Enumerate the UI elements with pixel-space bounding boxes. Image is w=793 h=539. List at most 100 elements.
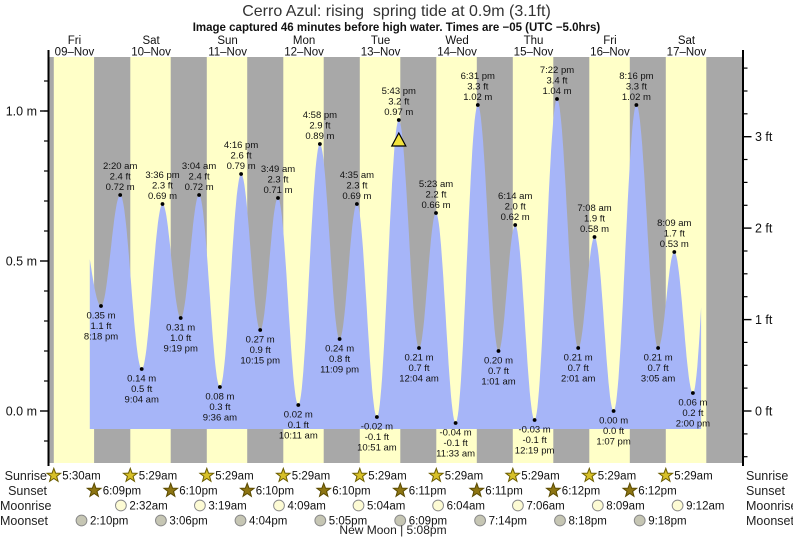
high-tide-label: 1.04 m bbox=[542, 86, 571, 97]
date-label-date: 09–Nov bbox=[55, 47, 95, 59]
low-tide-label: -0.1 ft bbox=[365, 432, 390, 443]
sunrise-time-label: 5:29am bbox=[521, 471, 559, 483]
high-tide-label: 3.4 ft bbox=[546, 76, 567, 87]
high-tide-label: 3:36 pm bbox=[145, 170, 179, 181]
sunset-time-label: 6:11pm bbox=[409, 486, 447, 498]
low-tide-label: 0.0 ft bbox=[603, 426, 624, 437]
low-tide-label: 8:18 pm bbox=[84, 332, 118, 343]
low-tide-label: 0.7 ft bbox=[408, 363, 429, 374]
low-tide-dot bbox=[576, 346, 581, 350]
high-tide-label: 2.4 ft bbox=[110, 172, 131, 183]
high-tide-label: 2.6 ft bbox=[231, 151, 252, 162]
sunset-time-label: 6:10pm bbox=[179, 486, 217, 498]
high-tide-label: 2.2 ft bbox=[425, 190, 446, 201]
high-tide-label: 7:08 am bbox=[577, 203, 611, 214]
high-tide-label: 0.79 m bbox=[227, 161, 256, 172]
low-tide-label: 0.21 m bbox=[564, 353, 593, 364]
sunset-time-label: 6:12pm bbox=[638, 486, 676, 498]
left-axis-tick-label: 0.0 m bbox=[6, 405, 37, 419]
moonrise-row-label-left: Moonrise bbox=[0, 499, 52, 513]
high-tide-label: 3:49 am bbox=[261, 164, 295, 175]
low-tide-label: 1.0 ft bbox=[170, 333, 191, 344]
moonset-icon bbox=[474, 514, 487, 527]
high-tide-label: 0.58 m bbox=[580, 224, 609, 235]
moonset-icon bbox=[554, 514, 566, 527]
date-label-date: 15–Nov bbox=[514, 47, 554, 59]
date-label-date: 17–Nov bbox=[667, 47, 707, 59]
right-axis-tick-label: 1 ft bbox=[755, 313, 773, 327]
sunrise-icon bbox=[45, 466, 63, 483]
high-tide-label: 0.97 m bbox=[384, 107, 413, 118]
date-label-weekday: Sat bbox=[678, 35, 696, 47]
moonrise-row-label-right: Moonrise bbox=[746, 499, 793, 513]
high-tide-dot bbox=[634, 103, 639, 107]
low-tide-dot bbox=[611, 409, 616, 413]
sunset-icon bbox=[468, 481, 485, 498]
low-tide-dot bbox=[99, 304, 103, 308]
sunset-row-label-right: Sunset bbox=[746, 484, 785, 498]
high-tide-label: 6:14 am bbox=[498, 191, 532, 202]
sunrise-time-label: 5:29am bbox=[215, 471, 253, 483]
high-tide-label: 1.7 ft bbox=[664, 229, 685, 240]
high-tide-label: 0.62 m bbox=[501, 212, 530, 223]
sunset-time-label: 6:10pm bbox=[256, 486, 294, 498]
high-tide-label: 2.3 ft bbox=[152, 181, 173, 192]
high-tide-label: 0.69 m bbox=[342, 191, 371, 202]
low-tide-dot bbox=[139, 367, 144, 371]
low-tide-label: 0.06 m bbox=[678, 398, 707, 409]
high-tide-label: 0.89 m bbox=[305, 131, 334, 142]
high-tide-label: 6:31 pm bbox=[461, 71, 495, 82]
low-tide-label: 0.7 ft bbox=[648, 363, 669, 374]
high-tide-label: 2.0 ft bbox=[505, 202, 526, 213]
moonrise-icon bbox=[671, 499, 684, 512]
sunrise-time-label: 5:29am bbox=[445, 471, 483, 483]
moonrise-icon bbox=[352, 499, 365, 512]
sunrise-time-label: 5:29am bbox=[598, 471, 636, 483]
sunset-time-label: 6:11pm bbox=[485, 486, 523, 498]
high-tide-dot bbox=[197, 193, 202, 197]
low-tide-dot bbox=[258, 328, 263, 332]
chart-subtitle: Image captured 46 minutes before high wa… bbox=[192, 22, 601, 34]
moonset-time-label: 5:05pm bbox=[329, 516, 367, 528]
high-tide-label: 1.02 m bbox=[622, 92, 651, 103]
tide-area bbox=[89, 99, 702, 429]
sunrise-icon bbox=[275, 466, 292, 483]
moonrise-icon bbox=[512, 499, 524, 512]
moonset-icon bbox=[234, 514, 247, 527]
high-tide-dot bbox=[318, 142, 322, 146]
low-tide-label: 1.1 ft bbox=[90, 321, 111, 332]
high-tide-label: 0.69 m bbox=[148, 191, 177, 202]
moonrise-time-label: 3:19am bbox=[208, 501, 246, 513]
sunrise-row-label-left: Sunrise bbox=[4, 469, 47, 483]
moonset-icon bbox=[75, 514, 88, 527]
sunrise-icon bbox=[504, 466, 521, 483]
low-tide-dot bbox=[375, 415, 379, 419]
moonrise-time-label: 5:04am bbox=[367, 501, 405, 513]
high-tide-label: 3.3 ft bbox=[467, 82, 488, 93]
high-tide-label: 4:58 pm bbox=[303, 110, 337, 121]
low-tide-label: 0.3 ft bbox=[209, 402, 230, 413]
sunset-time-label: 6:09pm bbox=[103, 486, 141, 498]
low-tide-label: 12:19 pm bbox=[515, 446, 555, 457]
sunset-icon bbox=[85, 481, 103, 498]
right-axis-tick-label: 0 ft bbox=[755, 405, 773, 419]
low-tide-label: -0.1 ft bbox=[522, 435, 547, 446]
low-tide-label: 1:07 pm bbox=[596, 437, 630, 448]
date-label-date: 11–Nov bbox=[208, 47, 247, 59]
low-tide-dot bbox=[453, 421, 458, 425]
sunset-row-label-left: Sunset bbox=[8, 484, 47, 498]
moonset-time-label: 2:10pm bbox=[90, 516, 128, 528]
low-tide-label: 9:36 am bbox=[203, 413, 237, 424]
sunrise-icon bbox=[198, 466, 215, 483]
low-tide-label: 0.02 m bbox=[284, 410, 313, 421]
high-tide-dot bbox=[672, 250, 677, 254]
date-label-weekday: Tue bbox=[371, 35, 390, 47]
sunrise-time-label: 5:29am bbox=[292, 471, 330, 483]
date-label-weekday: Mon bbox=[293, 35, 315, 47]
high-tide-label: 0.71 m bbox=[263, 185, 292, 196]
high-tide-dot bbox=[513, 223, 518, 227]
moonset-icon bbox=[633, 514, 646, 527]
moonrise-time-label: 2:32am bbox=[129, 501, 167, 513]
